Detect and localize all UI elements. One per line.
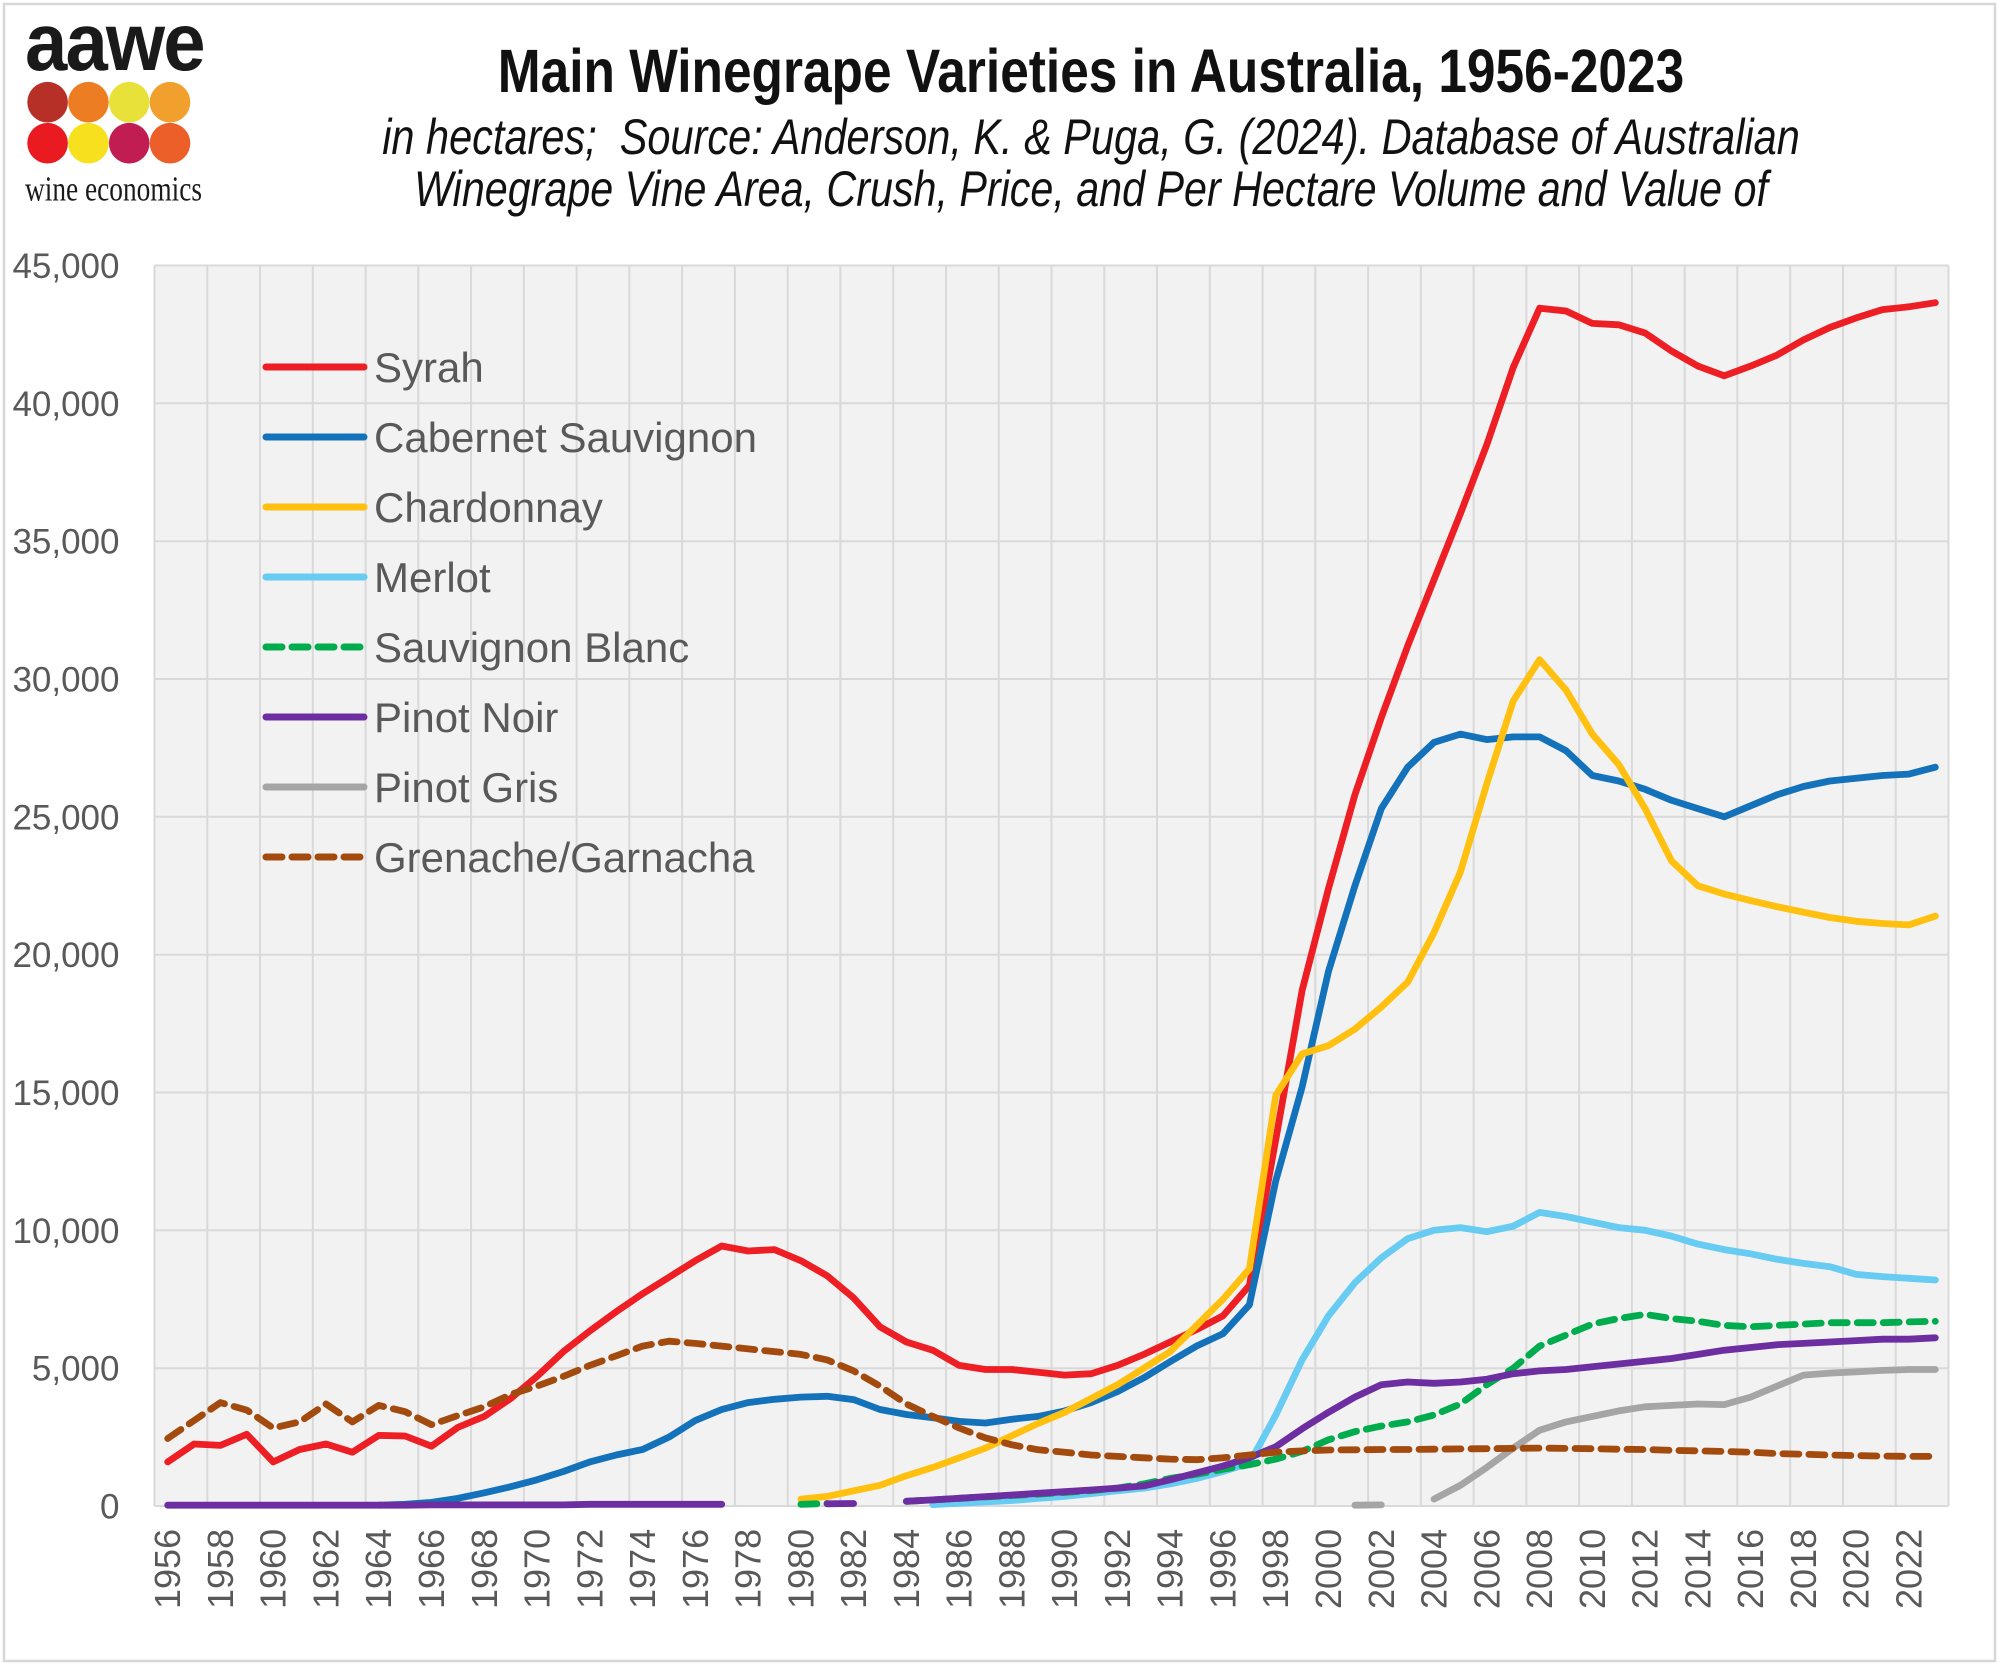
svg-text:2002: 2002 [1361, 1529, 1402, 1609]
svg-text:Pinot Noir: Pinot Noir [374, 694, 558, 741]
svg-text:1962: 1962 [306, 1529, 347, 1609]
svg-text:Cabernet Sauvignon: Cabernet Sauvignon [374, 414, 757, 461]
svg-text:2006: 2006 [1466, 1529, 1507, 1609]
svg-text:2000: 2000 [1308, 1529, 1349, 1609]
svg-text:1984: 1984 [886, 1529, 927, 1609]
svg-text:1988: 1988 [991, 1529, 1032, 1609]
svg-text:1986: 1986 [939, 1529, 980, 1609]
svg-text:1968: 1968 [464, 1529, 505, 1609]
svg-text:Chardonnay: Chardonnay [374, 484, 603, 531]
svg-text:1966: 1966 [411, 1529, 452, 1609]
svg-text:1996: 1996 [1203, 1529, 1244, 1609]
svg-text:2020: 2020 [1836, 1529, 1877, 1609]
svg-text:Merlot: Merlot [374, 554, 491, 601]
svg-text:2022: 2022 [1888, 1529, 1929, 1609]
svg-text:1994: 1994 [1150, 1529, 1191, 1609]
svg-text:1972: 1972 [569, 1529, 610, 1609]
svg-text:aawe: aawe [25, 0, 204, 88]
svg-text:45,000: 45,000 [12, 247, 119, 286]
svg-text:1998: 1998 [1255, 1529, 1296, 1609]
svg-text:in hectares; Source: Anderson: in hectares; Source: Anderson, K. & Puga… [382, 108, 1800, 165]
svg-text:1992: 1992 [1097, 1529, 1138, 1609]
svg-text:Main Winegrape Varieties in Au: Main Winegrape Varieties in Australia, 1… [498, 37, 1684, 105]
svg-text:25,000: 25,000 [12, 798, 119, 837]
svg-text:20,000: 20,000 [12, 936, 119, 975]
svg-text:2004: 2004 [1414, 1529, 1455, 1609]
svg-text:2010: 2010 [1572, 1529, 1613, 1609]
svg-text:1970: 1970 [517, 1529, 558, 1609]
svg-text:10,000: 10,000 [12, 1212, 119, 1251]
svg-text:40,000: 40,000 [12, 385, 119, 424]
svg-text:1978: 1978 [728, 1529, 769, 1609]
svg-text:2012: 2012 [1625, 1529, 1666, 1609]
svg-text:1980: 1980 [780, 1529, 821, 1609]
svg-text:5,000: 5,000 [32, 1350, 120, 1389]
svg-text:Pinot Gris: Pinot Gris [374, 764, 558, 811]
svg-text:1974: 1974 [622, 1529, 663, 1609]
svg-text:1976: 1976 [675, 1529, 716, 1609]
svg-text:Syrah: Syrah [374, 344, 484, 391]
svg-text:wine economics: wine economics [25, 169, 202, 208]
svg-text:2014: 2014 [1677, 1529, 1718, 1609]
svg-text:Grenache/Garnacha: Grenache/Garnacha [374, 834, 755, 881]
svg-text:0: 0 [100, 1488, 119, 1527]
svg-text:1958: 1958 [200, 1529, 241, 1609]
svg-text:30,000: 30,000 [12, 661, 119, 700]
svg-text:1982: 1982 [833, 1529, 874, 1609]
svg-text:1956: 1956 [147, 1529, 188, 1609]
svg-text:1964: 1964 [358, 1529, 399, 1609]
svg-text:1960: 1960 [253, 1529, 294, 1609]
svg-text:15,000: 15,000 [12, 1074, 119, 1113]
svg-text:Winegrape Vine Area, Crush, Pr: Winegrape Vine Area, Crush, Price, and P… [414, 161, 1772, 217]
svg-text:1990: 1990 [1044, 1529, 1085, 1609]
svg-text:Sauvignon Blanc: Sauvignon Blanc [374, 624, 689, 671]
svg-text:2016: 2016 [1730, 1529, 1771, 1609]
svg-text:35,000: 35,000 [12, 523, 119, 562]
svg-text:2018: 2018 [1783, 1529, 1824, 1609]
svg-text:2008: 2008 [1519, 1529, 1560, 1609]
